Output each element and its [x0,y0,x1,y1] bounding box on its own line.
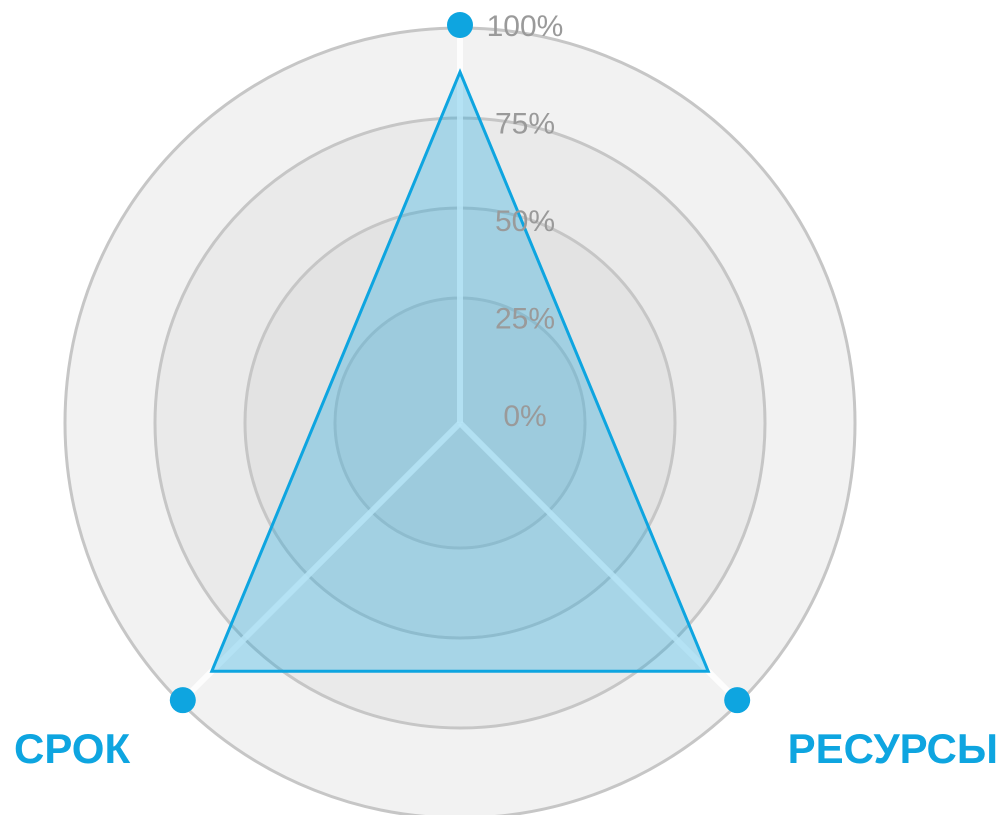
y-tick-label: 50% [495,205,555,238]
y-tick-label: 0% [503,400,546,433]
labels: 0% 25% 50% 75% 100% РЕСУРСЫ СРОК [14,10,998,772]
axis-spoke [180,420,463,703]
spokes [169,12,751,714]
axis-label: СРОК [14,725,130,772]
axis-label: РЕСУРСЫ [788,725,998,772]
y-tick-label: 25% [495,302,555,335]
axis-dot [447,12,473,38]
axis-dot [724,687,751,714]
axis-spoke [457,420,740,703]
y-tick-label: 75% [495,107,555,140]
series [209,68,711,673]
y-tick-label: 100% [487,10,564,43]
axis-dot [169,687,196,714]
radar-area [209,68,711,673]
